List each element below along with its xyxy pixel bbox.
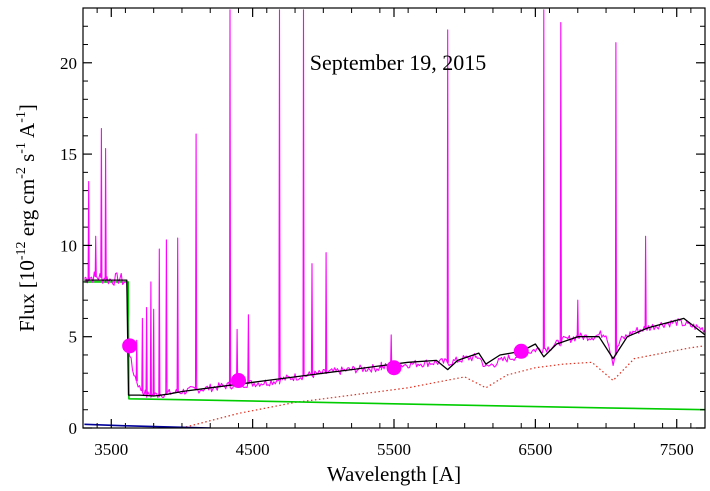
y-label-exp4: -1 xyxy=(14,111,29,123)
model-total-line xyxy=(84,279,705,397)
x-tick-label: 5500 xyxy=(377,440,411,459)
y-tick-label: 5 xyxy=(69,328,78,347)
y-label-mid2: s xyxy=(15,154,39,167)
y-label-prefix: Flux [10 xyxy=(15,260,39,332)
y-label-mid1: erg cm xyxy=(15,179,39,242)
y-label-exp1: -12 xyxy=(14,241,29,260)
chart-annotation: September 19, 2015 xyxy=(310,50,487,75)
y-label-suffix: ] xyxy=(15,104,39,111)
y-axis-label: Flux [10-12 erg cm-2 s-1 A-1] xyxy=(14,104,39,332)
y-label-exp2: -2 xyxy=(14,167,29,179)
x-tick-label: 3500 xyxy=(94,440,128,459)
x-tick-label: 4500 xyxy=(236,440,270,459)
x-axis-label: Wavelength [A] xyxy=(327,462,461,486)
photometry-point xyxy=(122,338,138,354)
disk-component-line xyxy=(84,281,705,411)
stellar-component-line xyxy=(181,345,705,428)
photometry-point xyxy=(513,343,529,359)
y-label-mid3: A xyxy=(15,122,39,142)
photometry-point xyxy=(386,360,402,376)
observed-line xyxy=(84,9,705,399)
x-tick-label: 6500 xyxy=(518,440,552,459)
y-label-exp3: -1 xyxy=(14,142,29,154)
y-tick-label: 20 xyxy=(60,54,77,73)
x-tick-label: 7500 xyxy=(660,440,694,459)
photometry-point xyxy=(231,373,246,389)
y-tick-label: 15 xyxy=(60,145,77,164)
y-tick-label: 0 xyxy=(69,419,78,438)
y-tick-label: 10 xyxy=(60,236,77,255)
